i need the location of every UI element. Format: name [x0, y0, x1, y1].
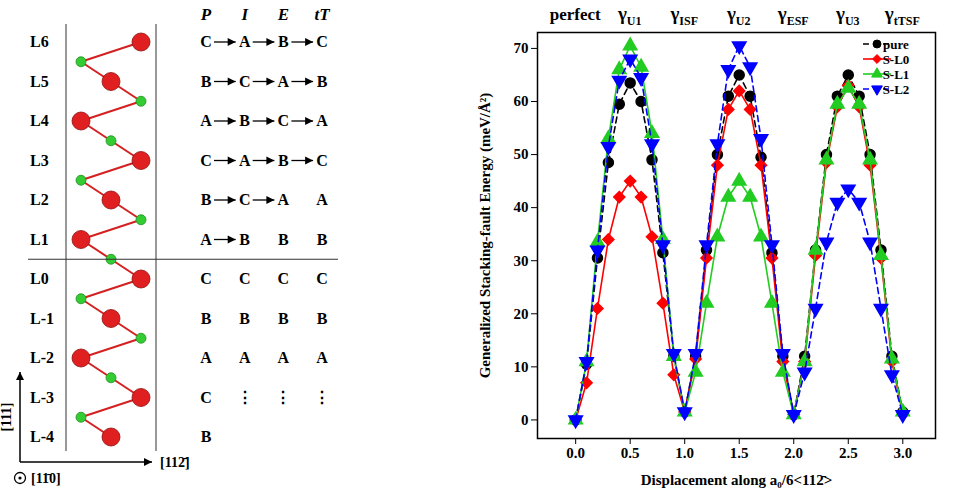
svg-text:A: A [278, 73, 290, 90]
svg-text:A: A [239, 152, 251, 169]
svg-text:L-1: L-1 [30, 310, 54, 327]
svg-text:L-4: L-4 [30, 428, 54, 445]
svg-text:⋮: ⋮ [314, 389, 330, 406]
svg-text:C: C [239, 270, 251, 287]
svg-text:40: 40 [514, 199, 529, 215]
svg-text:B: B [239, 310, 250, 327]
svg-text:B: B [317, 73, 328, 90]
svg-text:γU1: γU1 [617, 3, 642, 28]
svg-text:L3: L3 [30, 152, 49, 169]
svg-text:1.0: 1.0 [675, 445, 694, 461]
svg-text:A: A [316, 112, 328, 129]
svg-text:20: 20 [514, 306, 529, 322]
svg-text:C: C [239, 191, 251, 208]
svg-text:2.5: 2.5 [839, 445, 858, 461]
svg-text:A: A [239, 349, 251, 366]
svg-text:Generalized Stacking-fault Ene: Generalized Stacking-fault Energy (meV/Å… [477, 93, 494, 379]
svg-text:C: C [239, 73, 251, 90]
svg-text:B: B [278, 152, 289, 169]
svg-text:S-L1: S-L1 [883, 67, 910, 82]
svg-text:S-L0: S-L0 [883, 52, 910, 67]
svg-text:L6: L6 [30, 33, 49, 50]
svg-text:B: B [317, 310, 328, 327]
svg-text:[11̄0]: [11̄0] [31, 471, 61, 486]
svg-text:γtTSF: γtTSF [884, 3, 920, 28]
svg-text:C: C [316, 270, 328, 287]
svg-text:Displacement along a₀/6<112̄>: Displacement along a₀/6<112̄> [641, 472, 833, 488]
svg-text:C: C [278, 270, 290, 287]
svg-text:3.0: 3.0 [893, 445, 912, 461]
svg-text:E: E [277, 5, 289, 24]
svg-text:⋮: ⋮ [237, 389, 253, 406]
svg-text:L1: L1 [30, 231, 49, 248]
svg-text:[111]: [111] [0, 403, 14, 432]
svg-text:B: B [239, 231, 250, 248]
svg-text:A: A [278, 349, 290, 366]
svg-text:C: C [200, 152, 212, 169]
svg-text:0.0: 0.0 [566, 445, 585, 461]
svg-text:0: 0 [521, 412, 529, 428]
svg-text:γU3: γU3 [835, 3, 860, 28]
svg-text:L2: L2 [30, 191, 49, 208]
svg-text:C: C [316, 33, 328, 50]
svg-text:L-3: L-3 [30, 389, 54, 406]
svg-text:A: A [200, 349, 212, 366]
svg-text:30: 30 [514, 253, 529, 269]
svg-text:0.5: 0.5 [621, 445, 640, 461]
svg-text:A: A [316, 349, 328, 366]
svg-text:B: B [317, 231, 328, 248]
svg-text:tT: tT [315, 5, 331, 24]
svg-text:γU2: γU2 [726, 3, 751, 28]
svg-text:P: P [200, 5, 212, 24]
svg-text:B: B [278, 33, 289, 50]
svg-text:⋮: ⋮ [275, 389, 291, 406]
svg-text:L-2: L-2 [30, 349, 54, 366]
svg-text:1.5: 1.5 [730, 445, 749, 461]
svg-text:S-L2: S-L2 [883, 82, 910, 97]
svg-text:A: A [200, 231, 212, 248]
svg-text:B: B [201, 191, 212, 208]
svg-text:2.0: 2.0 [784, 445, 803, 461]
svg-text:B: B [201, 310, 212, 327]
svg-text:A: A [316, 191, 328, 208]
svg-text:γISF: γISF [669, 3, 698, 28]
svg-text:B: B [201, 73, 212, 90]
svg-text:γESF: γESF [777, 3, 809, 28]
svg-text:C: C [278, 112, 290, 129]
svg-text:10: 10 [514, 359, 529, 375]
svg-text:C: C [200, 389, 212, 406]
svg-text:I: I [240, 5, 249, 24]
svg-text:[112̄]: [112̄] [160, 455, 190, 470]
svg-text:A: A [239, 33, 251, 50]
svg-text:C: C [316, 152, 328, 169]
svg-text:pure: pure [883, 37, 909, 52]
svg-text:L4: L4 [30, 112, 49, 129]
svg-text:50: 50 [514, 146, 529, 162]
svg-text:70: 70 [514, 40, 529, 56]
svg-text:B: B [239, 112, 250, 129]
svg-text:perfect: perfect [550, 5, 601, 24]
svg-text:A: A [200, 112, 212, 129]
svg-text:C: C [200, 33, 212, 50]
svg-text:C: C [200, 270, 212, 287]
svg-text:B: B [201, 428, 212, 445]
svg-text:60: 60 [514, 93, 529, 109]
svg-text:A: A [278, 191, 290, 208]
svg-text:B: B [278, 310, 289, 327]
svg-text:L0: L0 [30, 270, 49, 287]
svg-text:L5: L5 [30, 73, 49, 90]
svg-text:B: B [278, 231, 289, 248]
